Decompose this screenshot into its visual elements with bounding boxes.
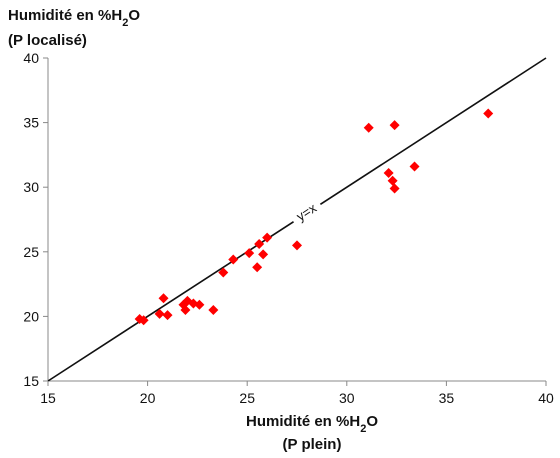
- x-tick-label: 30: [339, 390, 355, 406]
- y-tick-label: 25: [23, 244, 39, 260]
- data-point: [154, 308, 165, 319]
- data-point: [262, 232, 273, 243]
- data-points: [134, 108, 494, 326]
- data-point: [158, 293, 169, 304]
- x-axis-title-line2: (P plein): [283, 436, 342, 453]
- reference-line-label-background: [289, 197, 325, 229]
- x-tick-label: 20: [140, 390, 156, 406]
- data-point: [483, 108, 494, 119]
- data-point: [244, 248, 255, 259]
- data-point: [389, 120, 400, 131]
- y-axis-title-line2: (P localisé): [8, 32, 87, 49]
- y-axis-title-line1: Humidité en %H2O: [8, 7, 140, 29]
- x-axis-title-line1: Humidité en %H2O: [246, 413, 378, 435]
- y-tick-label: 15: [23, 373, 39, 389]
- data-point: [228, 254, 239, 265]
- data-point: [162, 310, 173, 321]
- data-point: [363, 122, 374, 133]
- data-point: [252, 262, 263, 273]
- data-point: [258, 249, 269, 260]
- data-point: [383, 167, 394, 178]
- data-point: [218, 267, 229, 278]
- y-tick-label: 20: [23, 308, 39, 324]
- data-point: [180, 304, 191, 315]
- x-tick-label: 15: [40, 390, 56, 406]
- x-tick-label: 40: [538, 390, 554, 406]
- data-point: [292, 240, 302, 251]
- data-point: [254, 239, 265, 250]
- data-point: [409, 161, 420, 172]
- data-point: [208, 304, 219, 315]
- y-tick-label: 30: [23, 179, 39, 195]
- x-tick-label: 25: [239, 390, 255, 406]
- data-point: [138, 315, 149, 326]
- axis-ticks: 15 20 25 30 35 40 15 20 25 30 35 40: [23, 50, 554, 406]
- y-tick-label: 40: [23, 50, 39, 66]
- x-tick-label: 35: [439, 390, 455, 406]
- data-point: [387, 175, 398, 186]
- y-tick-label: 35: [23, 115, 39, 131]
- data-point: [389, 183, 400, 194]
- data-point: [194, 299, 205, 310]
